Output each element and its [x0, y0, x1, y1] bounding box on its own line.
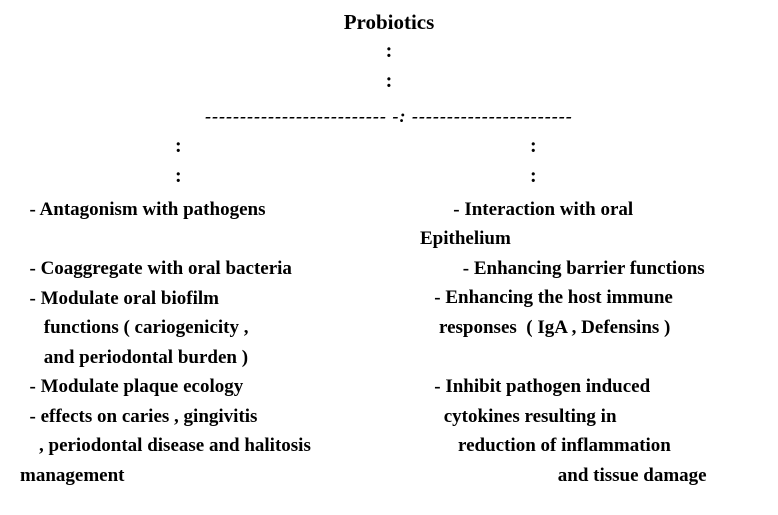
- right-branch-colon-1: :: [530, 135, 537, 158]
- right-item-immune-2: responses ( IgA , Defensins ): [420, 313, 778, 342]
- left-item-biofilm-2: functions ( cariogenicity ,: [20, 313, 420, 342]
- stem-colon-2: :: [386, 70, 393, 93]
- left-column: - Antagonism with pathogens - Coaggregat…: [0, 195, 420, 490]
- right-item-barrier: - Enhancing barrier functions: [420, 254, 778, 283]
- left-item-effects-1: - effects on caries , gingivitis: [20, 402, 420, 431]
- left-branch-colon-1: :: [175, 135, 182, 158]
- right-item-inhibit-4: and tissue damage: [420, 461, 778, 490]
- left-item-biofilm-1: - Modulate oral biofilm: [20, 284, 420, 313]
- right-item-inhibit-2: cytokines resulting in: [420, 402, 778, 431]
- right-item-inhibit-3: reduction of inflammation: [420, 431, 778, 460]
- left-item-coaggregate: - Coaggregate with oral bacteria: [20, 254, 420, 283]
- right-column: - Interaction with oral Epithelium - Enh…: [420, 195, 778, 490]
- right-branch-colon-2: :: [530, 165, 537, 188]
- right-item-inhibit-1: - Inhibit pathogen induced: [420, 372, 778, 401]
- left-item-plaque: - Modulate plaque ecology: [20, 372, 420, 401]
- stem-colon-1: :: [386, 40, 393, 63]
- left-branch-colon-2: :: [175, 165, 182, 188]
- diagram-canvas: Probiotics : : -------------------------…: [0, 0, 778, 515]
- right-item-interaction-1: - Interaction with oral: [420, 195, 778, 224]
- diagram-title: Probiotics: [0, 10, 778, 35]
- columns-container: - Antagonism with pathogens - Coaggregat…: [0, 195, 778, 490]
- right-gap: [420, 342, 778, 372]
- left-item-antagonism: - Antagonism with pathogens: [20, 195, 420, 224]
- branch-divider: -------------------------- -: ----------…: [0, 106, 778, 127]
- left-gap: [20, 224, 420, 254]
- left-item-effects-2: , periodontal disease and halitosis: [20, 431, 420, 460]
- right-item-interaction-2: Epithelium: [420, 224, 778, 253]
- left-item-biofilm-3: and periodontal burden ): [20, 343, 420, 372]
- left-item-effects-3: management: [20, 461, 420, 490]
- right-item-immune-1: - Enhancing the host immune: [420, 283, 778, 312]
